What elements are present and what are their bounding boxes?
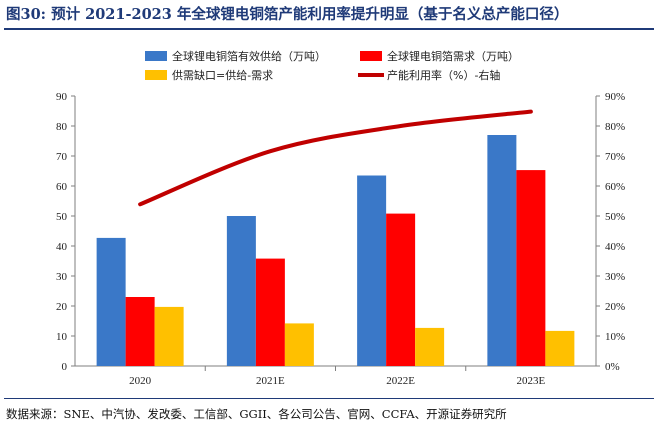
bar-demand [516,170,546,366]
right-tick-label: 80% [605,121,625,133]
legend-label-gap: 供需缺口=供给-需求 [172,68,273,82]
bar-gap [545,330,575,366]
left-tick-label: 10 [56,331,68,343]
legend-label-supply: 全球锂电铜箔有效供给（万吨） [172,49,326,63]
left-tick-label: 60 [56,181,68,193]
right-tick-label: 60% [605,181,625,193]
bar-gap [154,306,184,366]
utilization-line [138,109,533,207]
x-tick-label: 2020 [129,375,152,387]
source-rule [4,398,654,399]
title-rule [4,28,654,30]
bar-demand [125,297,155,366]
legend-swatch-demand [360,51,382,61]
right-tick-label: 40% [605,241,625,253]
axes: 0 10 20 30 40 50 60 70 80 90 0% 10% 20% 30% 40% 50% 60% 7… [56,91,625,387]
legend-swatch-supply [145,51,167,61]
right-tick-label: 70% [605,151,625,163]
bar-supply [96,237,126,366]
right-tick-label: 30% [605,271,625,283]
left-tick-label: 50 [56,211,68,223]
legend: 全球锂电铜箔有效供给（万吨） 全球锂电铜箔需求（万吨） 供需缺口=供给-需求 产能利用… [145,49,519,82]
left-tick-label: 80 [56,121,68,133]
figure-title: 图30: 预计 2021-2023 年全球锂电铜箔产能利用率提升明显（基于名义总… [6,6,569,23]
legend-swatch-gap [145,70,167,80]
right-tick-label: 0% [605,361,620,373]
x-tick-label: 2023E [517,375,546,387]
x-tick-label: 2022E [386,375,415,387]
bar-demand [255,258,285,366]
legend-label-demand: 全球锂电铜箔需求（万吨） [387,49,519,63]
right-tick-label: 20% [605,301,625,313]
left-tick-label: 40 [56,241,68,253]
utilization-line-path [138,109,533,207]
source-note: 数据来源：SNE、中汽协、发改委、工信部、GGII、各公司公告、官网、CCFA、… [6,407,507,421]
x-tick-label: 2021E [256,375,285,387]
bar-supply [357,175,387,366]
bars [96,135,575,366]
bar-supply [226,216,256,366]
legend-label-utilization: 产能利用率（%）-右轴 [387,68,500,82]
left-tick-label: 30 [56,271,68,283]
right-tick-label: 90% [605,91,625,103]
bar-gap [284,323,314,366]
left-tick-label: 70 [56,151,68,163]
right-tick-label: 10% [605,331,625,343]
left-tick-label: 0 [62,361,68,373]
bar-supply [487,135,517,366]
bar-gap [415,327,445,366]
bar-demand [386,213,416,366]
left-tick-label: 90 [56,91,68,103]
utilization-chart: 全球锂电铜箔有效供给（万吨） 全球锂电铜箔需求（万吨） 供需缺口=供给-需求 产能利用… [56,49,625,387]
left-tick-label: 20 [56,301,68,313]
right-tick-label: 50% [605,211,625,223]
